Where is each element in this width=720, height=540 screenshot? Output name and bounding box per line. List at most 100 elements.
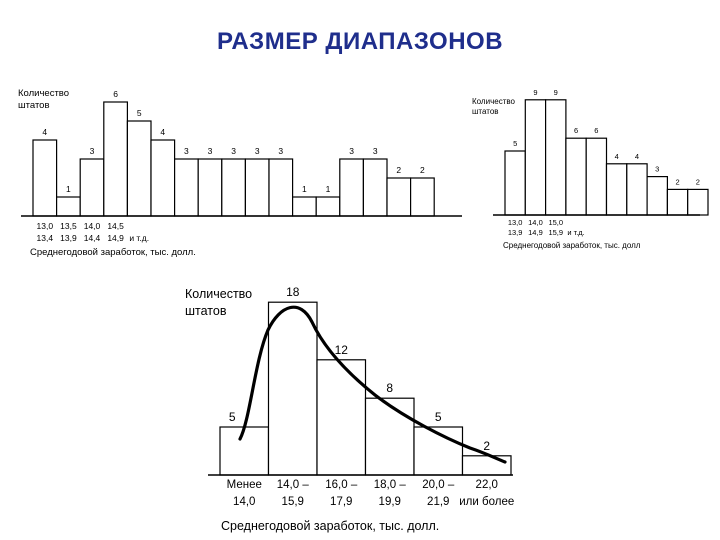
- chart-narrow-value-label-11: 1: [302, 184, 307, 194]
- chart-medium-xlabel: Среднегодовой заработок, тыс. долл: [503, 241, 641, 250]
- chart-narrow-bar-8: [221, 158, 247, 217]
- chart-narrow-bar-6: [174, 158, 199, 217]
- chart-narrow-value-label-14: 3: [373, 146, 378, 156]
- chart-wide-tick-label-5-1: или более: [459, 496, 514, 508]
- chart-wide-value-label-0: 5: [229, 410, 236, 424]
- chart-medium-tick-label-0-1: 13,9: [508, 228, 523, 237]
- chart-wide-tick-label-0-0: Менее: [227, 479, 262, 491]
- chart-medium-bar-2: [544, 99, 567, 216]
- chart-medium-value-label-0: 5: [513, 139, 517, 148]
- chart-medium-value-label-3: 6: [574, 126, 578, 135]
- chart-wide-value-label-4: 5: [435, 410, 442, 424]
- chart-narrow-value-label-12: 1: [326, 184, 331, 194]
- chart-narrow-bar-9: [244, 158, 270, 217]
- chart-wide-tick-label-5-0: 22,0: [476, 479, 498, 491]
- chart-narrow-ylabel-line-0: Количество: [18, 88, 69, 99]
- chart-narrow-tick-label-3-0: 14,5: [107, 221, 124, 231]
- chart-narrow-value-label-9: 3: [255, 146, 260, 156]
- chart-medium-bar-4: [585, 137, 608, 216]
- chart-medium-bar-7: [646, 176, 668, 216]
- chart-narrow-bar-5: [150, 139, 176, 217]
- chart-narrow-bar-0: [32, 139, 58, 217]
- chart-narrow-tick-label-2-0: 14,0: [84, 221, 101, 231]
- chart-wide-tick-label-2-1: 17,9: [330, 496, 352, 508]
- chart-narrow-xlabel: Среднегодовой заработок, тыс. долл.: [30, 247, 196, 258]
- chart-narrow-tick-label-0-0: 13,0: [37, 221, 54, 231]
- chart-medium-value-label-4: 6: [594, 126, 598, 135]
- chart-wide-tick-label-0-1: 14,0: [233, 496, 255, 508]
- chart-medium-tick-label-2-1: 15,9: [548, 228, 563, 237]
- chart-narrow-bar-12: [315, 196, 341, 217]
- chart-narrow-bar-14: [362, 158, 388, 217]
- chart-narrow-value-label-13: 3: [349, 146, 354, 156]
- chart-narrow-bar-10: [268, 158, 294, 217]
- chart-narrow-tick-label-1-0: 13,5: [60, 221, 77, 231]
- chart-narrow-value-label-15: 2: [396, 165, 401, 175]
- chart-narrow-bar-1: [55, 196, 81, 217]
- chart-narrow-value-label-16: 2: [420, 165, 425, 175]
- chart-narrow-bar-3: [103, 101, 129, 217]
- chart-wide-value-label-3: 8: [386, 381, 393, 395]
- chart-narrow-value-label-3: 6: [113, 89, 118, 99]
- chart-narrow-bar-11: [292, 196, 317, 217]
- chart-medium-bar-3: [565, 137, 587, 216]
- chart-narrow-value-label-1: 1: [66, 184, 71, 194]
- chart-medium-value-label-5: 4: [615, 152, 619, 161]
- chart-narrow-tick-label-2-1: 14,4: [84, 233, 101, 243]
- chart-medium-value-label-2: 9: [554, 88, 558, 97]
- chart-wide-bar-5: [461, 455, 512, 476]
- chart-medium-value-label-9: 2: [696, 177, 700, 186]
- chart-wide-trend-curve: [238, 305, 507, 464]
- chart-narrow-tick-label-3-1: 14,9: [107, 233, 124, 243]
- chart-medium-bar-8: [666, 188, 689, 216]
- chart-medium-bar-5: [605, 163, 628, 216]
- chart-narrow-value-label-10: 3: [278, 146, 283, 156]
- chart-medium-tick-label-1-1: 14,9: [528, 228, 543, 237]
- chart-wide-tick-label-3-1: 19,9: [379, 496, 401, 508]
- chart-medium-value-label-7: 3: [655, 165, 659, 174]
- chart-wide-xlabel: Среднегодовой заработок, тыс. долл.: [221, 519, 439, 533]
- chart-narrow-value-label-4: 5: [137, 108, 142, 118]
- chart-wide-tick-label-4-0: 20,0 –: [422, 479, 455, 491]
- chart-medium-tick-label-2-0: 15,0: [548, 218, 563, 227]
- chart-wide-bar-2: [316, 359, 367, 476]
- chart-wide-value-label-1: 18: [286, 285, 300, 299]
- chart-narrow-value-label-2: 3: [90, 146, 95, 156]
- chart-narrow-bar-7: [197, 158, 223, 217]
- slide-title: РАЗМЕР ДИАПАЗОНОВ: [216, 28, 504, 55]
- chart-wide-bar-0: [219, 426, 270, 476]
- chart-narrow-bar-13: [339, 158, 364, 217]
- chart-medium-tick-label-3-1: и т.д.: [567, 228, 584, 237]
- chart-narrow-bar-2: [79, 158, 105, 217]
- chart-medium-ylabel-line-1: штатов: [472, 107, 499, 116]
- chart-medium-bar-1: [524, 99, 547, 216]
- chart-medium-tick-label-1-0: 14,0: [528, 218, 543, 227]
- chart-narrow-tick-label-1-1: 13,9: [60, 233, 77, 243]
- chart-medium-tick-label-0-0: 13,0: [508, 218, 523, 227]
- chart-narrow-value-label-5: 4: [160, 127, 165, 137]
- chart-medium-value-label-1: 9: [533, 88, 537, 97]
- chart-narrow-value-label-8: 3: [231, 146, 236, 156]
- chart-medium-ylabel-line-0: Количество: [472, 97, 516, 106]
- chart-wide-tick-label-2-0: 16,0 –: [325, 479, 358, 491]
- chart-medium-bar-6: [626, 163, 648, 216]
- chart-wide-tick-label-4-1: 21,9: [427, 496, 449, 508]
- chart-wide-tick-label-1-0: 14,0 –: [277, 479, 310, 491]
- chart-wide-bar-3: [364, 397, 415, 476]
- chart-wide-ylabel-line-1: штатов: [185, 304, 227, 318]
- chart-narrow-tick-label-0-1: 13,4: [37, 233, 54, 243]
- chart-wide-bar-1: [267, 301, 318, 476]
- chart-narrow-value-label-0: 4: [42, 127, 47, 137]
- chart-medium-value-label-8: 2: [675, 177, 679, 186]
- chart-narrow-tick-label-4-1: и т.д.: [129, 233, 149, 243]
- chart-wide-tick-label-1-1: 15,9: [282, 496, 304, 508]
- chart-narrow-value-label-7: 3: [208, 146, 213, 156]
- chart-narrow-bar-15: [386, 177, 412, 217]
- chart-wide-ylabel-line-0: Количество: [185, 287, 252, 301]
- chart-medium-bar-9: [687, 188, 709, 216]
- chart-wide-value-label-5: 2: [483, 439, 490, 453]
- chart-wide-value-label-2: 12: [335, 343, 349, 357]
- chart-medium-bar-0: [504, 150, 526, 216]
- chart-narrow-bar-16: [410, 177, 435, 217]
